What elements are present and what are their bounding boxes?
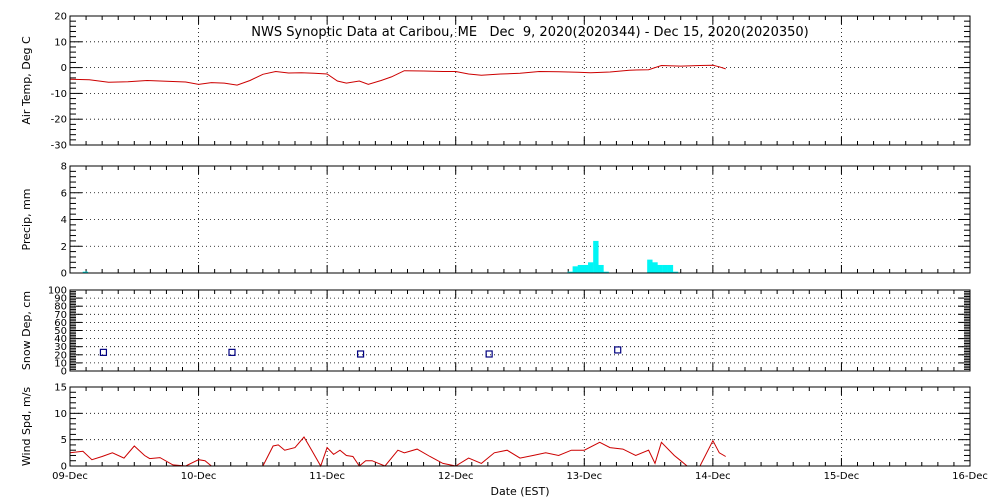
x-tick-label: 15-Dec (824, 471, 860, 482)
panel-frame (69, 289, 971, 372)
precip-bar (662, 264, 668, 273)
y-tick-label: 10 (54, 37, 67, 48)
y-tick-label: 10 (54, 409, 67, 420)
y-tick-label: 4 (61, 215, 67, 226)
x-tick-label: 13-Dec (566, 471, 602, 482)
precip-bar (593, 240, 599, 273)
y-tick-label: 60 (54, 318, 67, 329)
y-tick-label: 0 (61, 269, 67, 280)
y-tick-label: 0 (61, 63, 67, 74)
snow-depth-point (99, 348, 108, 356)
y-tick-label: 6 (61, 188, 67, 199)
y-tick-label: 70 (54, 310, 67, 321)
x-axis: 09-Dec 10-Dec 11-Dec 12-Dec 13-Dec 14-Dec 15-D… (52, 471, 988, 482)
precip-bar (603, 271, 609, 273)
x-tick-label: 14-Dec (695, 471, 731, 482)
precip-bar (667, 264, 674, 273)
x-tick-label: 09-Dec (52, 471, 88, 482)
x-tick-label: 10-Dec (181, 471, 217, 482)
panel-temp: -30 -20 -10 0 10 20 Air Temp, Deg C (20, 12, 971, 152)
y-axis-label-temp: Air Temp, Deg C (20, 36, 33, 125)
y-tick-label: 30 (54, 342, 67, 353)
snow-depth-point (614, 346, 622, 354)
y-tick-label: 5 (61, 435, 67, 446)
y-tick-label: 90 (54, 294, 67, 305)
x-tick-label: 16-Dec (952, 471, 988, 482)
series-line-wind (69, 436, 726, 468)
y-tick-label: -20 (51, 115, 67, 126)
precip-bar (652, 262, 658, 273)
y-axis-label-snow: Snow Dep, cm (20, 291, 33, 370)
y-tick-label: 15 (54, 383, 67, 394)
y-tick-label: 8 (61, 162, 67, 173)
y-tick-label: 10 (54, 358, 67, 369)
y-tick-label: -30 (51, 141, 67, 152)
x-tick-label: 11-Dec (309, 471, 345, 482)
precip-bar (672, 271, 679, 273)
precip-bar (588, 262, 594, 273)
panel-wind: 0 5 10 15 Wind Spd, m/s (20, 383, 971, 473)
y-tick-label: 40 (54, 334, 67, 345)
precip-bar (577, 264, 584, 273)
x-tick-label: 12-Dec (438, 471, 474, 482)
y-tick-label: 80 (54, 302, 67, 313)
precip-bar (567, 271, 573, 273)
y-tick-label: 20 (54, 350, 67, 361)
y-tick-label: 20 (54, 12, 67, 23)
panel-frame (69, 386, 971, 467)
y-tick-label: 0 (61, 367, 67, 378)
precip-bar (82, 271, 89, 273)
snow-depth-point (356, 350, 365, 358)
panel-frame (69, 15, 971, 146)
precip-bar (598, 264, 604, 273)
precip-bar (582, 264, 589, 273)
snow-depth-point (228, 348, 236, 356)
y-tick-label: 0 (61, 462, 67, 473)
y-axis-label-wind: Wind Spd, m/s (20, 387, 33, 467)
y-tick-label: 100 (48, 286, 67, 297)
precip-bar (647, 259, 653, 273)
y-tick-label: 50 (54, 326, 67, 337)
y-tick-label: -10 (51, 89, 67, 100)
precip-bar (572, 266, 578, 273)
x-axis-label: Date (EST) (490, 485, 549, 498)
chart-title: NWS Synoptic Data at Caribou, ME Dec 9, … (251, 25, 809, 40)
series-line-temp (69, 64, 726, 86)
y-tick-label: 2 (61, 242, 67, 253)
snow-depth-point (485, 350, 493, 358)
y-axis-label-precip: Precip, mm (20, 189, 33, 251)
panel-frame (69, 165, 971, 274)
precip-bar (657, 264, 663, 273)
panel-precip: 0 2 4 6 8 Precip, mm (20, 162, 971, 280)
